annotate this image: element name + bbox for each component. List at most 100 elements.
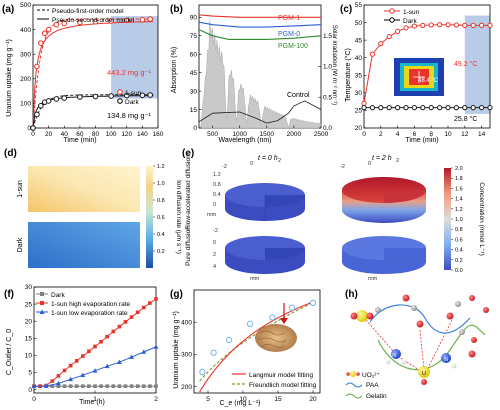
data-point xyxy=(462,105,468,111)
hydrogen-atom xyxy=(451,363,457,369)
svg-text:1.2: 1.2 xyxy=(213,172,221,178)
colorbar-tick-label: 0.4 xyxy=(157,232,165,238)
plot-marks-b xyxy=(198,14,322,124)
legend-uranyl-icon xyxy=(350,371,356,377)
colorbar-tick-label: 1.2 xyxy=(455,207,463,213)
y-tick-label: 200 xyxy=(20,76,31,83)
plot-marks-f xyxy=(31,297,159,388)
legend-c: 1-sun Dark xyxy=(384,8,420,25)
colorbar-tick-label: 0.2 xyxy=(157,249,165,255)
data-point xyxy=(105,334,109,339)
x-tick-label: 100 xyxy=(106,131,117,138)
x-tick-label: 20 xyxy=(309,396,317,403)
x-tick-label: 1000 xyxy=(232,131,247,138)
y-tick-label: 25 xyxy=(355,108,363,115)
x-tick-label: 120 xyxy=(121,131,132,138)
data-point xyxy=(92,18,99,25)
y-tick-label: 15 xyxy=(190,107,198,114)
data-point xyxy=(369,51,375,57)
data-point xyxy=(68,363,73,368)
data-point xyxy=(81,354,85,358)
data-point xyxy=(129,384,134,388)
annotation-dark-uptake: 134.8 mg g⁻¹ xyxy=(107,111,151,120)
data-point xyxy=(378,105,384,111)
x-tick-label: 10 xyxy=(444,131,452,138)
data-point xyxy=(462,22,468,28)
data-point xyxy=(68,384,73,388)
data-point xyxy=(61,20,68,27)
data-point xyxy=(135,384,140,388)
y-tick-label: 0 xyxy=(193,125,197,132)
hydrogen-atom xyxy=(401,359,407,365)
panel-label-d: (d) xyxy=(4,148,17,159)
svg-text:4: 4 xyxy=(213,264,216,270)
data-point xyxy=(153,344,159,349)
x-tick-label: 4 xyxy=(396,131,400,138)
svg-text:2: 2 xyxy=(396,158,399,164)
axis-ticks-b: 500 1000 1500 2000 2500 0 15 30 45 60 75 90 0.0 0.5 1.… xyxy=(190,15,333,139)
data-point xyxy=(453,22,459,28)
x-axis-label-f: Time (h) xyxy=(79,399,105,406)
legend-label-pfo: Pseudo-first-order model xyxy=(52,8,124,15)
legend-label-gelatin: Gelatin xyxy=(366,393,387,400)
annotation-dark-temp: 25.8 °C xyxy=(454,115,477,123)
oxygen-atom xyxy=(402,294,410,302)
x-tick-label: 2000 xyxy=(287,131,302,138)
data-point xyxy=(420,22,426,28)
data-point xyxy=(123,17,130,24)
colorbar-tick-label: 1.8 xyxy=(455,176,463,182)
uranyl-atom xyxy=(356,310,368,322)
data-point xyxy=(56,384,61,388)
disk-pure-0h xyxy=(225,236,305,274)
annotation-1sun-temp: 49.2 °C xyxy=(454,60,477,68)
panel-label-f: (f) xyxy=(4,289,14,300)
y-tick-label: 100 xyxy=(20,101,31,108)
panel-g: (g) 5 10 15 20 200 300 400 C_e (mg L⁻¹) Uraniu… xyxy=(170,289,321,407)
y-tick-label: 75 xyxy=(190,33,198,40)
legend-label-dark-c: Dark xyxy=(403,18,417,25)
data-point xyxy=(45,98,52,104)
disk-flow-0h xyxy=(225,183,305,221)
colorbar-ticks-e: 0.0 0.2 0.4 0.6 0.8 1.0 1.2 1.4 1.6 1.8 2.0 xyxy=(451,166,463,274)
y-tick-label: 40 xyxy=(355,55,363,62)
data-point xyxy=(199,368,206,376)
svg-text:mm: mm xyxy=(207,212,217,218)
data-point xyxy=(111,329,116,334)
data-point xyxy=(139,92,146,99)
data-point xyxy=(93,344,97,349)
colorbar-tick-label: 2.0 xyxy=(455,166,463,172)
data-point xyxy=(74,384,79,388)
x-axis-label-a: Time (min) xyxy=(63,137,96,144)
legend-label-uranyl: UO₂²⁺ xyxy=(362,372,380,379)
data-point xyxy=(80,372,86,378)
coordination-bonds xyxy=(365,319,453,373)
data-point xyxy=(369,105,375,111)
x-tick-label: 10 xyxy=(239,396,247,403)
axis-ticks-a: 0 20 40 60 80 100 120 140 160 0 100 200 300 400 500 xyxy=(20,2,164,138)
gelatin-chain xyxy=(377,324,486,371)
y-axis-label-a: Uranium uptake (mg g⁻¹) xyxy=(6,39,13,117)
x-tick-label: 14 xyxy=(478,131,486,138)
x-tick-label: 140 xyxy=(137,131,148,138)
legend-marker-1sun-c xyxy=(389,8,395,14)
y2-tick-label: 1.0 xyxy=(323,64,332,71)
row-label-1sun: 1-sun xyxy=(17,180,24,198)
series-line xyxy=(198,14,321,18)
y-axis-label-f: C_Outlet / C_0 xyxy=(6,329,13,375)
legend-h: UO₂²⁺ PAA Gelatin xyxy=(345,371,387,400)
oxygen-atom xyxy=(366,312,374,320)
svg-text:0.8: 0.8 xyxy=(213,182,221,188)
panel-h: (h) xyxy=(345,289,489,400)
fiber-photo xyxy=(255,324,297,352)
oxygen-atom xyxy=(446,312,454,320)
arrow-head xyxy=(280,318,288,324)
data-point xyxy=(139,16,146,23)
x-axis-label-g: C_e (mg L⁻¹) xyxy=(219,400,260,407)
colorbar-tick-label: 1.2 xyxy=(157,164,165,170)
colorbar-tick-label: 1.4 xyxy=(455,197,463,203)
colorbar-ticks-d: 0.2 0.4 0.6 0.8 1.0 1.2 xyxy=(153,164,165,255)
data-point xyxy=(62,384,67,388)
y-tick-label: 30 xyxy=(25,284,33,291)
